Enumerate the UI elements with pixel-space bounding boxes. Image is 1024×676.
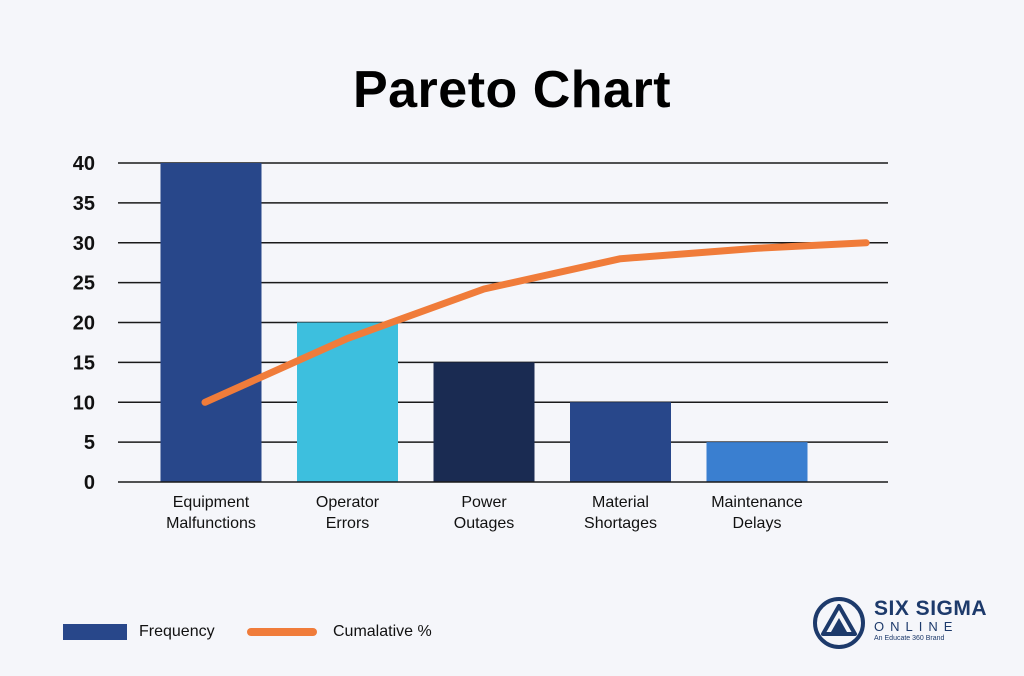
logo-sub-text: ONLINE (874, 619, 959, 634)
logo-mark-icon (813, 597, 865, 649)
x-tick-label: Shortages (584, 515, 657, 532)
legend-label-cumulative: Cumalative % (333, 623, 432, 640)
cumulative-line (201, 239, 870, 406)
y-tick-label: 0 (84, 472, 95, 494)
legend-label-frequency: Frequency (139, 623, 215, 640)
bar-4 (706, 442, 808, 482)
y-tick-label: 20 (73, 313, 95, 335)
x-tick-label: Operator (316, 494, 380, 511)
chart-title: Pareto Chart (352, 61, 672, 119)
logo-text: SIX SIGMA ONLINE An Educate 360 Brand (874, 598, 987, 643)
y-tick-label: 15 (73, 352, 95, 374)
bar-0 (160, 163, 262, 482)
x-tick-label: Delays (733, 515, 782, 532)
y-tick-label: 10 (73, 392, 95, 414)
bar-3 (570, 402, 671, 482)
x-tick-label: Maintenance (711, 494, 803, 511)
logo-tagline: An Educate 360 Brand (874, 635, 945, 642)
y-tick-label: 25 (73, 273, 95, 295)
bar-2 (433, 362, 535, 482)
legend-swatch-cumulative (247, 628, 317, 636)
y-tick-label: 35 (73, 193, 95, 215)
logo-main-text: SIX SIGMA (874, 597, 988, 620)
axis-layer: 0 5 10 15 20 25 30 35 40 Equipment Malfunctions Ope… (73, 153, 888, 532)
legend-swatch-frequency (63, 624, 127, 640)
x-tick-label: Power (461, 494, 507, 511)
x-tick-label: Outages (454, 515, 514, 532)
x-tick-label: Errors (326, 515, 370, 532)
y-tick-label: 5 (84, 432, 95, 454)
line-layer (201, 239, 870, 406)
x-tick-label: Malfunctions (166, 515, 256, 532)
y-tick-label: 30 (73, 233, 95, 255)
y-tick-label: 40 (73, 153, 95, 175)
x-tick-label: Material (592, 494, 649, 511)
pareto-chart: 0 5 10 15 20 25 30 35 40 Equipment Malfunctions Ope… (73, 153, 888, 532)
six-sigma-logo: SIX SIGMA ONLINE An Educate 360 Brand (812, 596, 992, 652)
x-tick-label: Equipment (173, 494, 250, 511)
bar-layer (160, 163, 808, 482)
bar-1 (297, 322, 398, 482)
